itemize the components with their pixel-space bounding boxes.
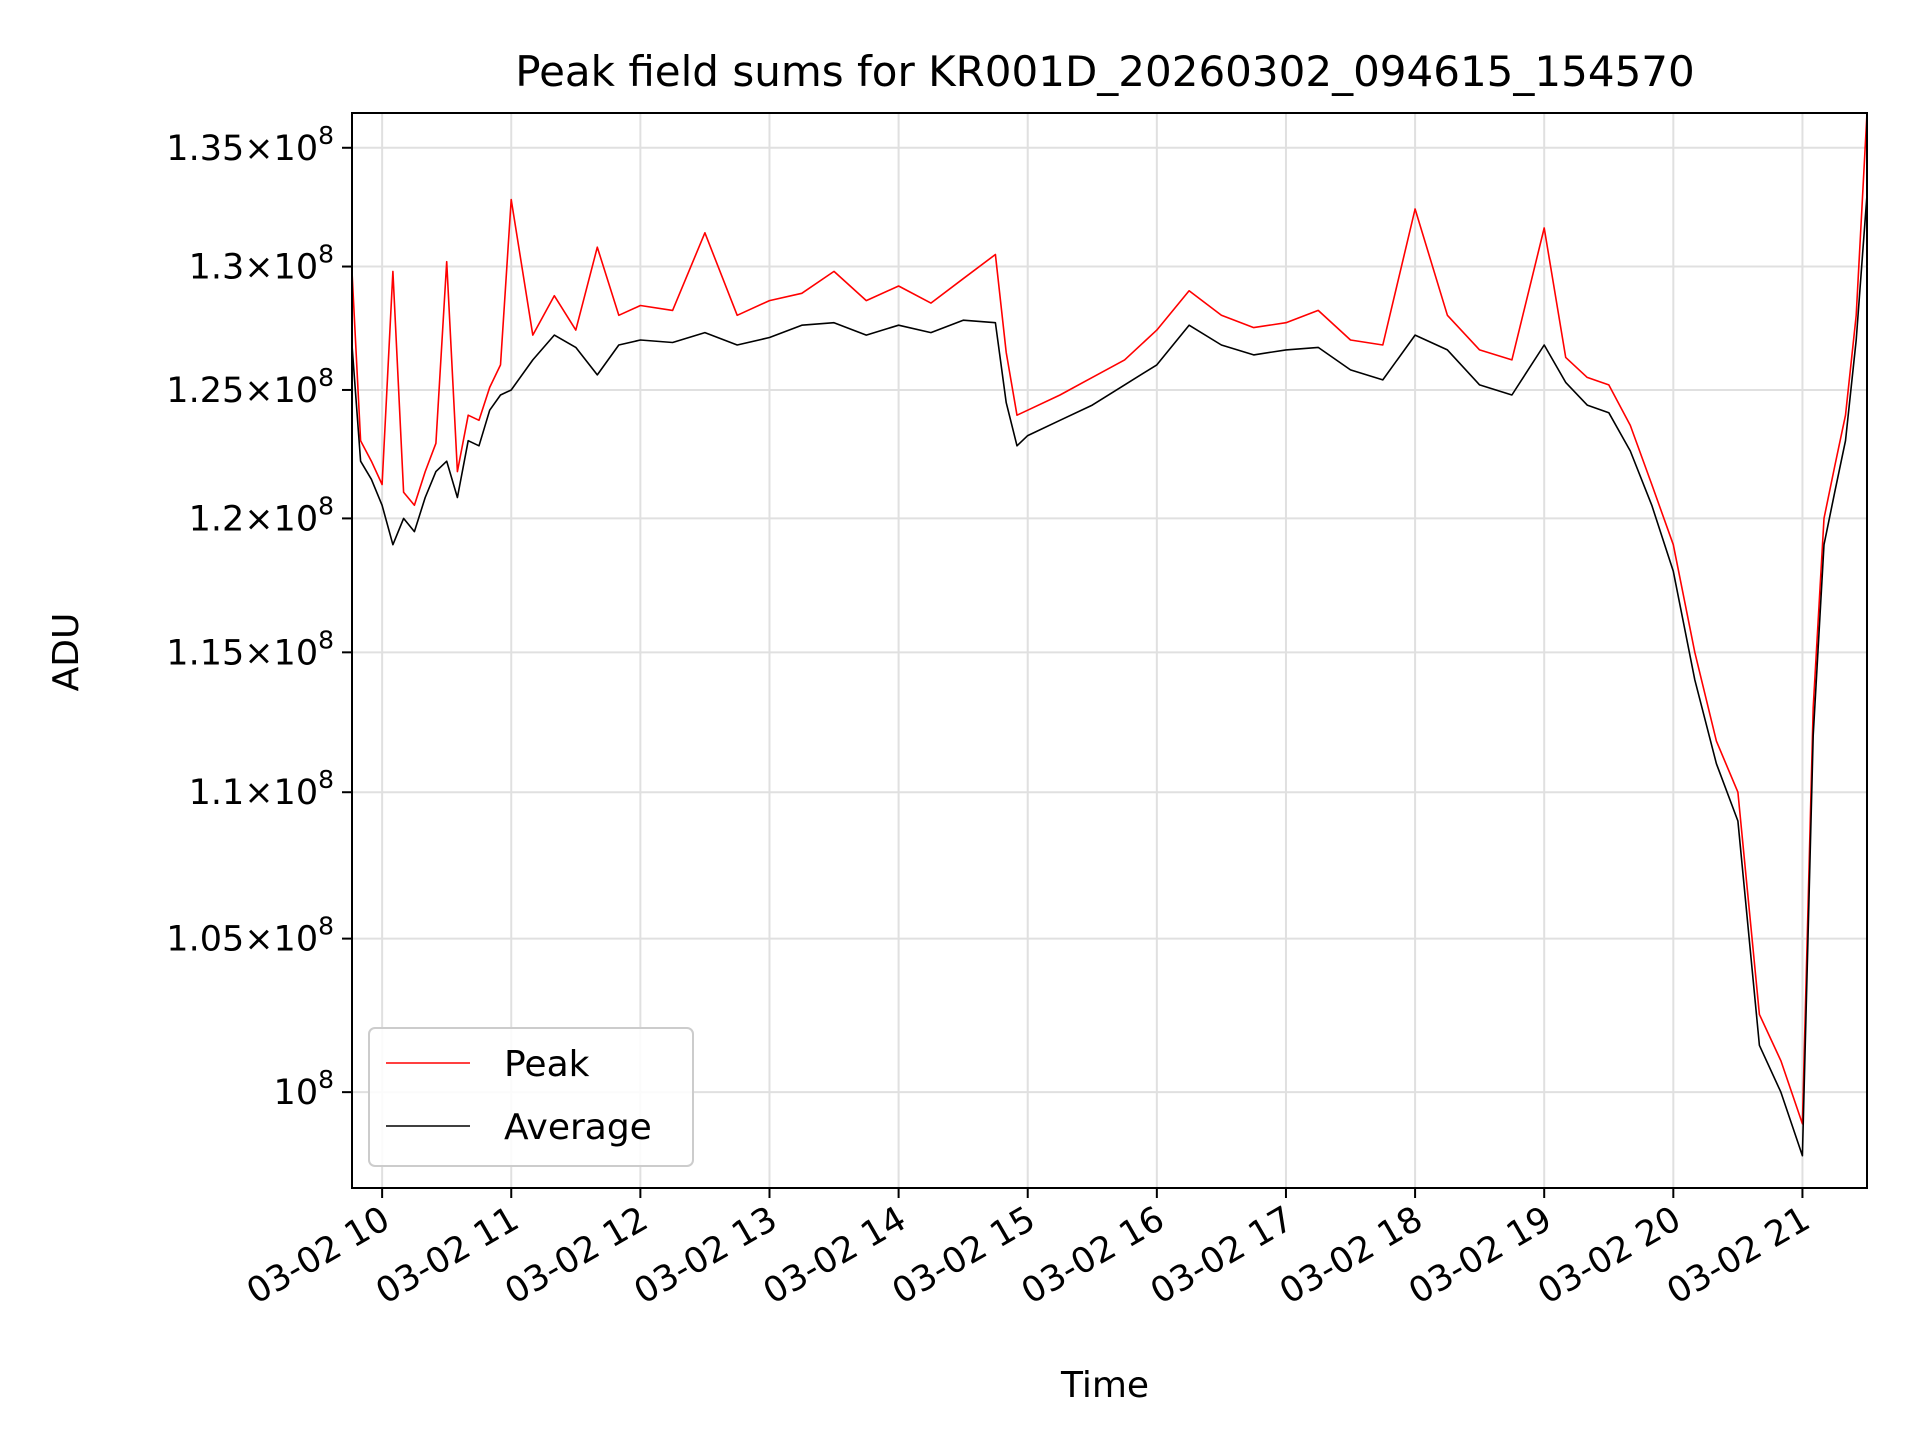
series-line-average: [351, 194, 1868, 1157]
y-tick-label: 1.1×108: [189, 765, 334, 813]
plot-frame: [351, 112, 1868, 1189]
y-tick-label: 1.15×108: [166, 625, 334, 673]
series-line-peak: [351, 112, 1868, 1125]
x-axis-label: Time: [1060, 1365, 1149, 1406]
legend-label-peak: Peak: [504, 1044, 590, 1085]
y-tick-label: 1.25×108: [166, 363, 334, 411]
y-axis: 108 1.05×108 1.1×108 1.15×108 1.2×108 1.25×10…: [166, 121, 352, 1113]
y-tick-label: 1.05×108: [166, 912, 334, 960]
grid-lines: [352, 113, 1867, 1188]
legend: Peak Average: [368, 1027, 694, 1167]
y-axis-label: ADU: [46, 613, 87, 692]
series-lines: [351, 112, 1868, 1157]
y-tick-label: 1.35×108: [166, 121, 334, 169]
y-tick-label: 1.3×108: [189, 240, 334, 288]
legend-label-average: Average: [504, 1107, 652, 1148]
y-tick-label: 108: [274, 1065, 334, 1113]
y-tick-label: 1.2×108: [189, 491, 334, 539]
chart-title: Peak field sums for KR001D_20260302_0946…: [515, 47, 1694, 96]
